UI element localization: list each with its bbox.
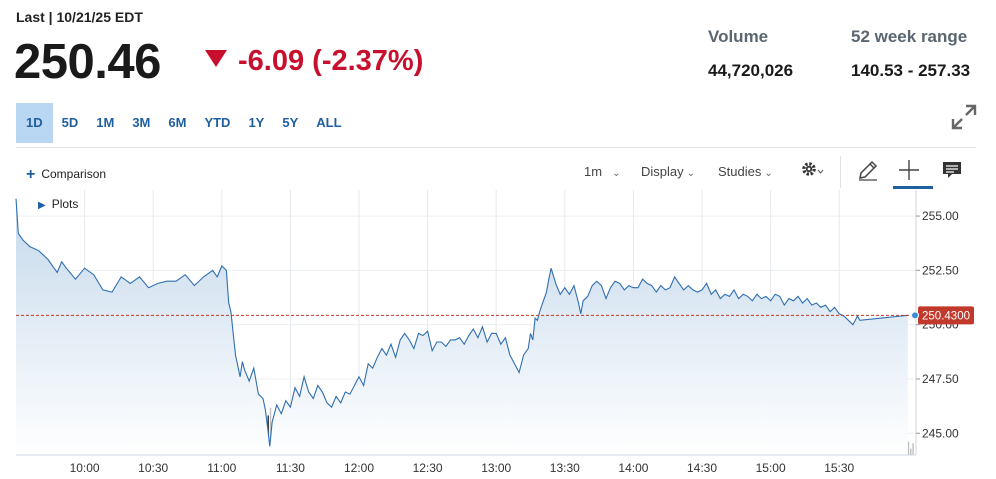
range-tab-6m[interactable]: 6M — [168, 115, 187, 130]
x-tick-label: 13:30 — [550, 461, 580, 475]
comment-icon[interactable] — [940, 158, 964, 182]
price-line — [15, 198, 908, 447]
range-tab-1m[interactable]: 1M — [96, 115, 115, 130]
studies-dropdown[interactable]: Studies ⌄ — [718, 164, 773, 179]
volume-label: Volume — [708, 27, 769, 46]
pencil-icon[interactable] — [856, 158, 880, 182]
y-tick-label: 247.50 — [922, 372, 959, 386]
comparison-label: Comparison — [41, 167, 107, 181]
range-tab-ytd[interactable]: YTD — [204, 115, 231, 130]
triangle-right-icon: ▶ — [38, 200, 46, 211]
last-price: 250.46 — [14, 35, 161, 89]
chevron-down-icon: ⌄ — [686, 168, 696, 179]
x-tick-label: 10:00 — [70, 461, 100, 475]
gear-icon[interactable] — [800, 158, 824, 182]
price-area — [16, 198, 908, 455]
chevron-down-icon: ⌄ — [764, 168, 773, 179]
range-tab-1y[interactable]: 1Y — [248, 115, 265, 130]
last-value-dot — [911, 311, 919, 320]
range-tab-5d[interactable]: 5D — [61, 115, 79, 130]
x-axis-ticks: 10:00 10:30 11:00 11:30 12:00 12:30 13:00 13:30… — [70, 461, 855, 475]
last-value-label: 250.4300 — [922, 310, 970, 322]
volume-bar — [269, 407, 272, 455]
volume-bar — [907, 441, 910, 455]
plots-toggle[interactable]: ▶ Plots — [38, 197, 78, 211]
range-tab-all[interactable]: ALL — [316, 115, 342, 130]
interval-dropdown[interactable]: 1m ⌄ — [584, 164, 620, 179]
toolbar-separator — [840, 156, 841, 188]
x-tick-label: 14:00 — [618, 461, 648, 475]
x-tick-label: 12:00 — [344, 461, 374, 475]
volume-bar — [910, 448, 912, 455]
y-tick-label: 255.00 — [922, 209, 959, 223]
last-value-marker: 250.4300 — [911, 306, 974, 325]
display-dropdown[interactable]: Display ⌄ — [641, 164, 695, 179]
x-tick-label: 10:30 — [138, 461, 168, 475]
range-tab-1d[interactable]: 1D — [16, 103, 53, 143]
toolbar-divider — [16, 147, 976, 148]
down-arrow-icon — [205, 50, 227, 67]
range-tab-3m[interactable]: 3M — [132, 115, 151, 130]
chevron-down-icon: ⌄ — [612, 168, 621, 179]
expand-icon[interactable] — [950, 103, 978, 131]
comparison-button[interactable]: + Comparison — [26, 166, 106, 184]
crosshair-active-indicator — [893, 186, 933, 189]
price-change: -6.09 (-2.37%) — [238, 45, 424, 77]
last-updated-label: Last | 10/21/25 EDT — [16, 9, 143, 25]
volume-value: 44,720,026 — [708, 61, 794, 80]
x-tick-label: 11:30 — [276, 461, 305, 475]
interval-label: 1m — [584, 164, 603, 179]
volume-bar — [912, 443, 914, 455]
x-tick-label: 11:00 — [207, 461, 236, 475]
studies-label: Studies — [718, 164, 762, 179]
week-range-label: 52 week range — [851, 27, 968, 46]
last-value-badge — [918, 306, 974, 325]
plus-icon: + — [26, 166, 36, 183]
y-tick-label: 252.50 — [922, 263, 959, 277]
y-tick-label: 245.00 — [922, 426, 959, 440]
crosshair-icon[interactable] — [897, 158, 921, 182]
range-tab-5y[interactable]: 5Y — [282, 115, 299, 130]
price-chart[interactable]: 10:00 10:30 11:00 11:30 12:00 12:30 13:00 13:30… — [0, 190, 996, 479]
display-label: Display — [641, 164, 684, 179]
week-range-value: 140.53 - 257.33 — [851, 61, 971, 80]
x-tick-label: 15:00 — [756, 461, 786, 475]
range-tabs: 1D 5D 1M 3M 6M YTD 1Y 5Y ALL — [16, 103, 351, 143]
x-tick-label: 15:30 — [824, 461, 854, 475]
x-tick-label: 13:00 — [481, 461, 511, 475]
x-tick-label: 12:30 — [413, 461, 443, 475]
x-tick-label: 14:30 — [687, 461, 717, 475]
plots-label: Plots — [51, 197, 79, 211]
